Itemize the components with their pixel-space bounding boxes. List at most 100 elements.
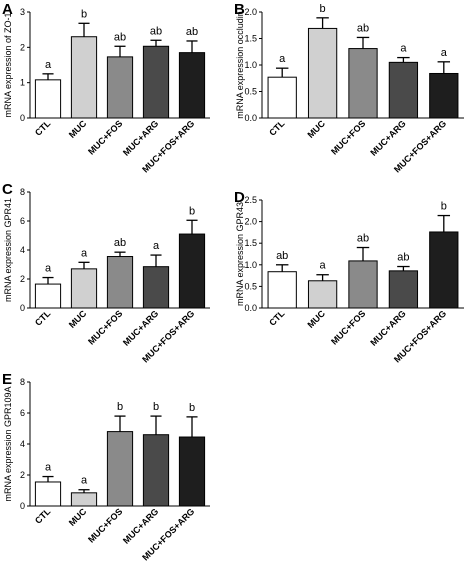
- x-tick-label: MUC+FOS: [329, 308, 367, 346]
- significance-label: a: [153, 240, 160, 252]
- bar-muc-fos-arg: [178, 233, 206, 309]
- significance-label: ab: [357, 233, 369, 245]
- x-tick-label: CTL: [267, 308, 287, 328]
- y-tick-label: 0.0: [244, 113, 257, 123]
- bar-ctl: [34, 79, 62, 119]
- panel-letter: B: [234, 1, 245, 18]
- panel-letter: C: [2, 181, 13, 198]
- y-tick-label: 0: [20, 501, 25, 511]
- y-tick-label: 2.0: [244, 217, 257, 227]
- y-tick-label: 1.0: [244, 260, 257, 270]
- panel-letter: A: [2, 1, 13, 18]
- y-axis-label: mRNA expression of ZO-1: [3, 12, 13, 117]
- bar-muc-fos: [106, 256, 134, 309]
- bar-muc-fos: [348, 48, 378, 119]
- significance-label: a: [45, 263, 52, 275]
- bar-muc: [307, 27, 338, 119]
- y-tick-label: 2.0: [244, 7, 257, 17]
- significance-label: ab: [114, 31, 126, 43]
- bar-muc-arg: [142, 434, 170, 507]
- x-tick-label: MUC: [305, 118, 327, 140]
- x-tick-label: CTL: [33, 308, 53, 328]
- panel-letter: E: [2, 371, 12, 388]
- significance-label: b: [189, 402, 195, 414]
- bar-muc-arg: [142, 45, 170, 119]
- bar-muc-arg: [388, 270, 419, 309]
- x-tick-label: MUC: [67, 506, 89, 528]
- y-tick-label: 0.5: [244, 281, 257, 291]
- bar-muc: [70, 268, 98, 309]
- significance-label: ab: [276, 250, 288, 262]
- y-tick-label: 6: [20, 408, 25, 418]
- y-tick-label: 1: [20, 78, 25, 88]
- significance-label: a: [81, 247, 88, 259]
- y-tick-label: 4: [20, 245, 25, 255]
- significance-label: b: [81, 8, 87, 20]
- significance-label: ab: [357, 22, 369, 34]
- bar-ctl: [34, 283, 62, 309]
- bar-muc: [70, 492, 98, 507]
- x-tick-label: MUC+FOS: [86, 506, 124, 544]
- y-tick-label: 8: [20, 377, 25, 387]
- y-tick-label: 1.5: [244, 34, 257, 44]
- bar-muc-fos-arg: [178, 52, 206, 119]
- significance-label: a: [320, 260, 327, 272]
- bar-muc-fos: [348, 260, 378, 309]
- bar-muc: [307, 280, 338, 309]
- bar-ctl: [267, 271, 297, 309]
- y-tick-label: 0: [20, 303, 25, 313]
- bar-ctl: [267, 76, 297, 119]
- significance-label: b: [189, 205, 195, 217]
- y-tick-label: 2: [20, 42, 25, 52]
- significance-label: a: [441, 47, 448, 59]
- significance-label: a: [45, 462, 52, 474]
- bar-muc-arg: [388, 61, 419, 119]
- y-tick-label: 0.0: [244, 303, 257, 313]
- y-tick-label: 6: [20, 216, 25, 226]
- bar-muc-arg: [142, 266, 170, 309]
- bar-muc-fos: [106, 431, 134, 507]
- bar-muc: [70, 36, 98, 119]
- x-tick-label: MUC: [67, 118, 89, 140]
- x-tick-label: MUC+ARG: [368, 308, 407, 347]
- significance-label: ab: [397, 252, 409, 264]
- x-tick-label: MUC: [67, 308, 89, 330]
- significance-label: b: [320, 3, 326, 15]
- y-tick-label: 0: [20, 113, 25, 123]
- x-tick-label: MUC+FOS: [86, 118, 124, 156]
- x-tick-label: CTL: [33, 118, 53, 138]
- y-tick-label: 2: [20, 470, 25, 480]
- significance-label: a: [279, 53, 286, 65]
- bar-ctl: [34, 481, 62, 507]
- significance-label: a: [45, 59, 52, 71]
- significance-label: a: [400, 43, 407, 55]
- y-tick-label: 0.5: [244, 87, 257, 97]
- y-tick-label: 4: [20, 439, 25, 449]
- y-axis-label: mRNA expression GPR41: [3, 198, 13, 302]
- x-tick-label: MUC+FOS: [86, 308, 124, 346]
- significance-label: ab: [114, 237, 126, 249]
- y-tick-label: 2.5: [244, 195, 257, 205]
- y-tick-label: 2: [20, 274, 25, 284]
- y-axis-label: mRNA expression GPR43: [235, 202, 245, 306]
- significance-label: b: [441, 201, 447, 213]
- significance-label: b: [117, 401, 123, 413]
- significance-label: b: [153, 401, 159, 413]
- x-tick-label: MUC: [305, 308, 327, 330]
- x-tick-label: MUC+ARG: [368, 118, 407, 157]
- y-tick-label: 8: [20, 187, 25, 197]
- y-tick-label: 3: [20, 7, 25, 17]
- bar-muc-fos-arg: [178, 436, 206, 507]
- bar-muc-fos: [106, 56, 134, 119]
- y-tick-label: 1.0: [244, 60, 257, 70]
- y-tick-label: 1.5: [244, 238, 257, 248]
- y-axis-label: mRNA expression GPR109A: [3, 386, 13, 501]
- significance-label: a: [81, 475, 88, 487]
- significance-label: ab: [150, 25, 162, 37]
